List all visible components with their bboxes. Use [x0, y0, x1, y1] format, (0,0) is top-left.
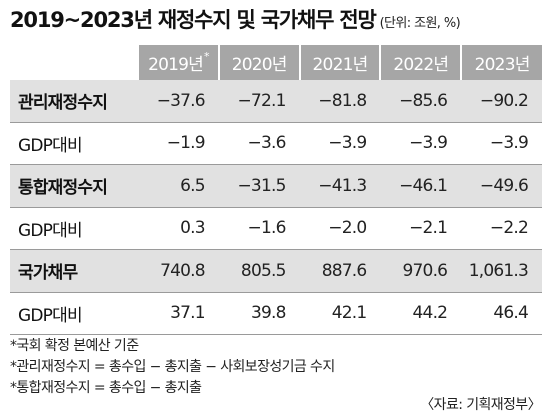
title-row: 2019~2023년 재정수지 및 국가채무 전망 (단위: 조원, %): [10, 4, 542, 38]
table-cell: −85.6: [380, 80, 462, 123]
table-cell: 6.5: [138, 164, 219, 208]
footnote: *국회 확정 본예산 기준: [10, 338, 139, 354]
table-cell: 887.6: [299, 249, 381, 293]
column-header-2020: 2020년: [217, 45, 300, 80]
column-header-label: 2019년: [148, 55, 204, 75]
table-cell: −1.9: [138, 122, 219, 165]
column-header-2021: 2021년: [298, 45, 381, 80]
table-cell: 740.8: [138, 249, 219, 293]
row-label: 통합재정수지: [10, 164, 138, 208]
row-label: 국가채무: [10, 249, 138, 293]
table-cell: −3.6: [218, 122, 300, 165]
table-cell: −46.1: [380, 164, 462, 208]
fiscal-balance-table: 2019년* 2020년 2021년 2022년 2023년 관리재정수지 −3…: [10, 45, 542, 335]
table-cell: −41.3: [299, 164, 381, 208]
table-row-gdp-ratio: GDP대비 −1.9 −3.6 −3.9 −3.9 −3.9: [10, 122, 542, 165]
table-cell: −90.2: [461, 80, 542, 123]
table-row-national-debt: 국가채무 740.8 805.5 887.6 970.6 1,061.3: [10, 249, 542, 293]
page-title: 2019~2023년 재정수지 및 국가채무 전망: [10, 8, 377, 32]
table-cell: 39.8: [218, 292, 300, 335]
row-label: 관리재정수지: [10, 80, 138, 123]
footnotes: *국회 확정 본예산 기준 *관리재정수지 = 총수입 − 총지출 − 사회보장…: [10, 336, 542, 399]
source-credit: 〈자료: 기획재정부〉: [420, 397, 541, 413]
column-header-label: 2023년: [474, 55, 531, 75]
column-header-label: 2022년: [393, 55, 449, 75]
table-cell: −3.9: [380, 122, 462, 165]
row-label: GDP대비: [10, 207, 138, 250]
header-corner: [10, 45, 138, 80]
row-label: GDP대비: [10, 122, 138, 165]
table-cell: 805.5: [218, 249, 300, 293]
unit-note: (단위: 조원, %): [379, 16, 461, 31]
table-cell: −2.2: [461, 207, 542, 250]
table-cell: 37.1: [138, 292, 219, 335]
table-cell: 970.6: [380, 249, 462, 293]
column-header-2023: 2023년: [460, 45, 542, 80]
table-cell: −81.8: [299, 80, 381, 123]
table-cell: −2.0: [299, 207, 381, 250]
table-cell: −1.6: [218, 207, 300, 250]
table-cell: −72.1: [218, 80, 300, 123]
table-cell: 1,061.3: [461, 249, 542, 293]
column-header-2022: 2022년: [379, 45, 462, 80]
table-cell: 0.3: [138, 207, 219, 250]
footnote-mark: *: [204, 50, 209, 63]
table-cell: 46.4: [461, 292, 542, 335]
table-cell: −31.5: [218, 164, 300, 208]
table-row-consolidated-fiscal-balance: 통합재정수지 6.5 −31.5 −41.3 −46.1 −49.6: [10, 164, 542, 208]
table-cell: −3.9: [299, 122, 381, 165]
table-row-gdp-ratio: GDP대비 0.3 −1.6 −2.0 −2.1 −2.2: [10, 207, 542, 250]
table-cell: −3.9: [461, 122, 542, 165]
footnote: *관리재정수지 = 총수입 − 총지출 − 사회보장성기금 수지: [10, 359, 335, 375]
table-cell: −2.1: [380, 207, 462, 250]
table-row-gdp-ratio: GDP대비 37.1 39.8 42.1 44.2 46.4: [10, 292, 542, 335]
column-header-label: 2020년: [231, 55, 288, 75]
header-row: 2019년* 2020년 2021년 2022년 2023년: [10, 45, 542, 80]
table-row-managed-fiscal-balance: 관리재정수지 −37.6 −72.1 −81.8 −85.6 −90.2: [10, 80, 542, 123]
table-cell: −49.6: [461, 164, 542, 208]
table-cell: 44.2: [380, 292, 462, 335]
row-label: GDP대비: [10, 292, 138, 335]
table-cell: 42.1: [299, 292, 381, 335]
column-header-2019: 2019년*: [137, 45, 219, 80]
column-header-label: 2021년: [312, 55, 369, 75]
footnote: *통합재정수지 = 총수입 − 총지출: [10, 380, 202, 396]
table-cell: −37.6: [138, 80, 219, 123]
